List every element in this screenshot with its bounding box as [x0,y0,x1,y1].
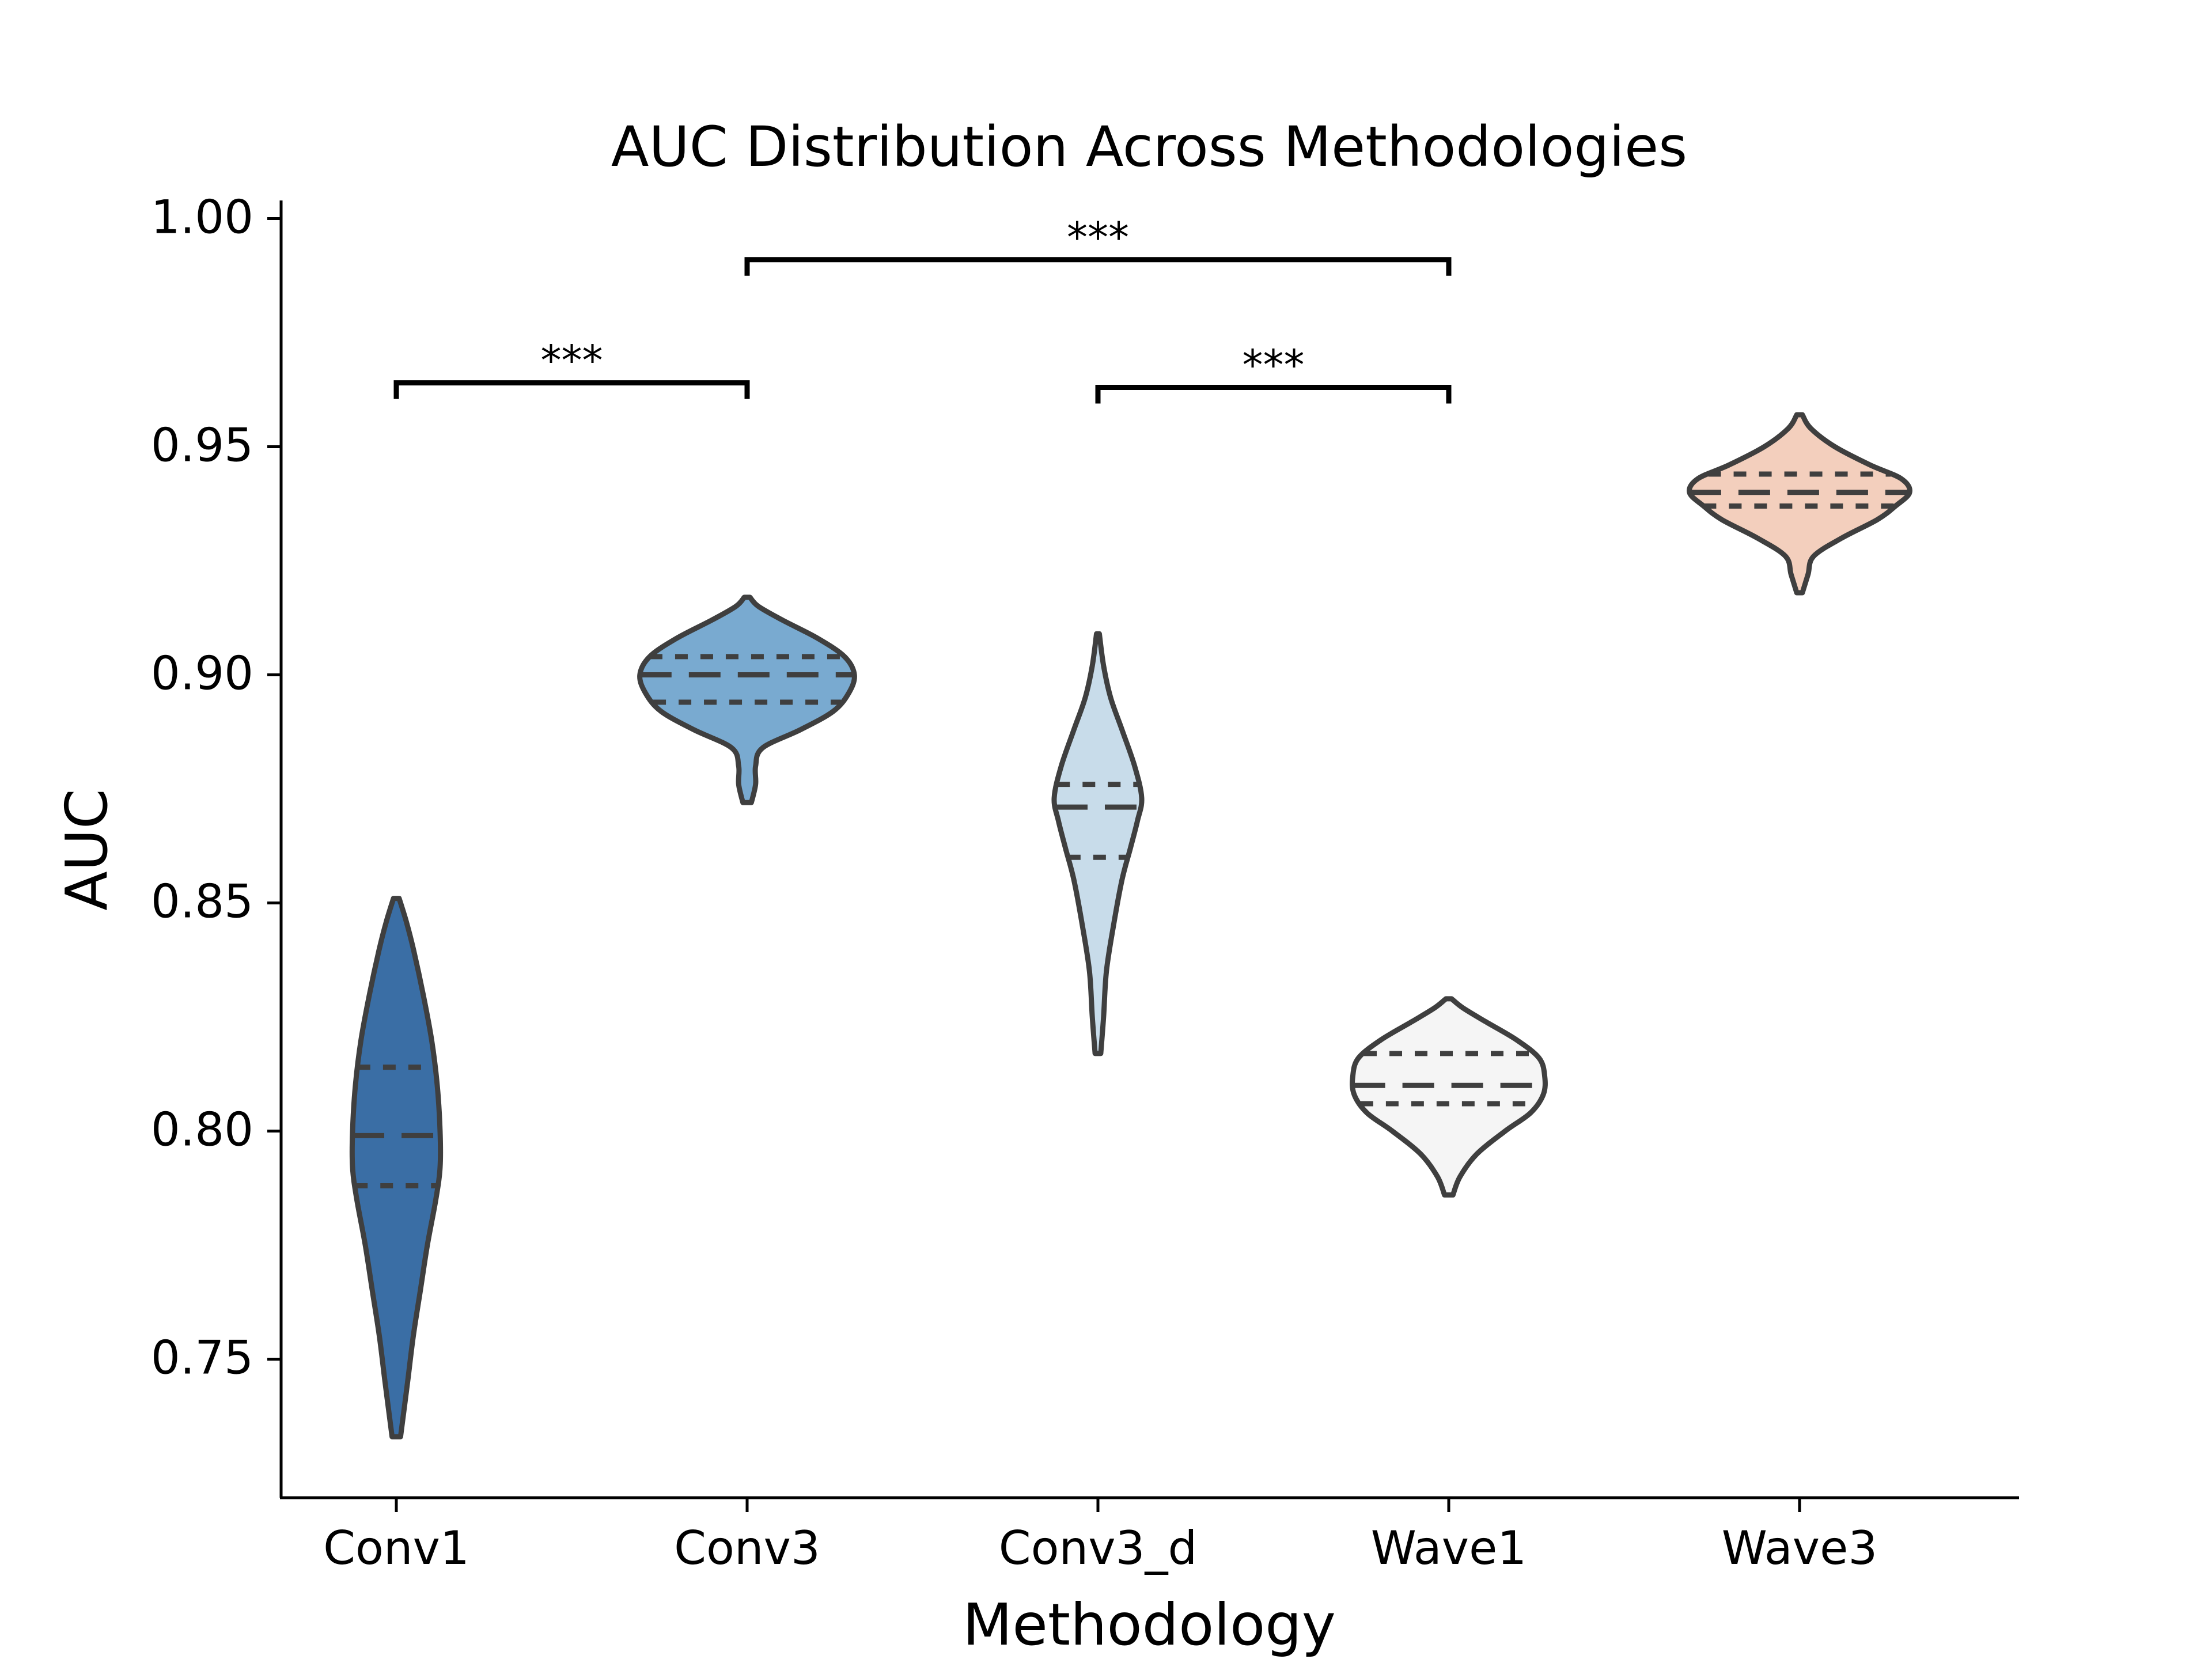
violin-body [1687,412,1912,596]
x-axis-label: Methodology [963,1591,1336,1658]
significance-bracket: *** [1095,341,1452,404]
y-tick-label: 0.75 [151,1331,253,1385]
significance-bracket: *** [744,213,1452,276]
y-tick-label: 1.00 [151,191,253,244]
bracket-line [393,380,750,399]
chart-title: AUC Distribution Across Methodologies [611,115,1687,179]
y-axis-label: AUC [53,789,120,910]
bracket-line [1095,385,1452,404]
y-tick-label: 0.90 [151,647,253,700]
significance-label: *** [541,336,603,385]
violin-body [1350,996,1548,1198]
x-tick-label: Conv1 [323,1521,469,1575]
violin-body [637,594,857,805]
significance-label: *** [1067,213,1129,262]
bracket-line [744,257,1452,276]
y-ticks: 0.75 0.80 0.85 0.90 0.95 1.00 [151,191,281,1385]
violin-conv1 [349,896,444,1440]
violin-conv3-d [1051,631,1145,1056]
x-tick-label: Conv3_d [999,1521,1198,1575]
x-tick-label: Conv3 [674,1521,820,1575]
violin-wave3 [1687,412,1912,596]
violin-group [349,412,1912,1440]
x-tick-label: Wave3 [1722,1521,1877,1575]
y-tick-label: 0.80 [151,1103,253,1157]
violin-body [1051,631,1145,1056]
significance-label: *** [1243,341,1305,389]
violin-body [349,896,444,1440]
significance-bracket: *** [393,336,750,399]
y-tick-label: 0.95 [151,419,253,472]
significance-brackets: *** *** *** [393,213,1452,404]
y-tick-label: 0.85 [151,875,253,929]
x-ticks: Conv1 Conv3 Conv3_d Wave1 Wave3 [323,1498,1877,1575]
violin-conv3 [637,594,857,805]
violin-wave1 [1350,996,1548,1198]
x-tick-label: Wave1 [1371,1521,1527,1575]
